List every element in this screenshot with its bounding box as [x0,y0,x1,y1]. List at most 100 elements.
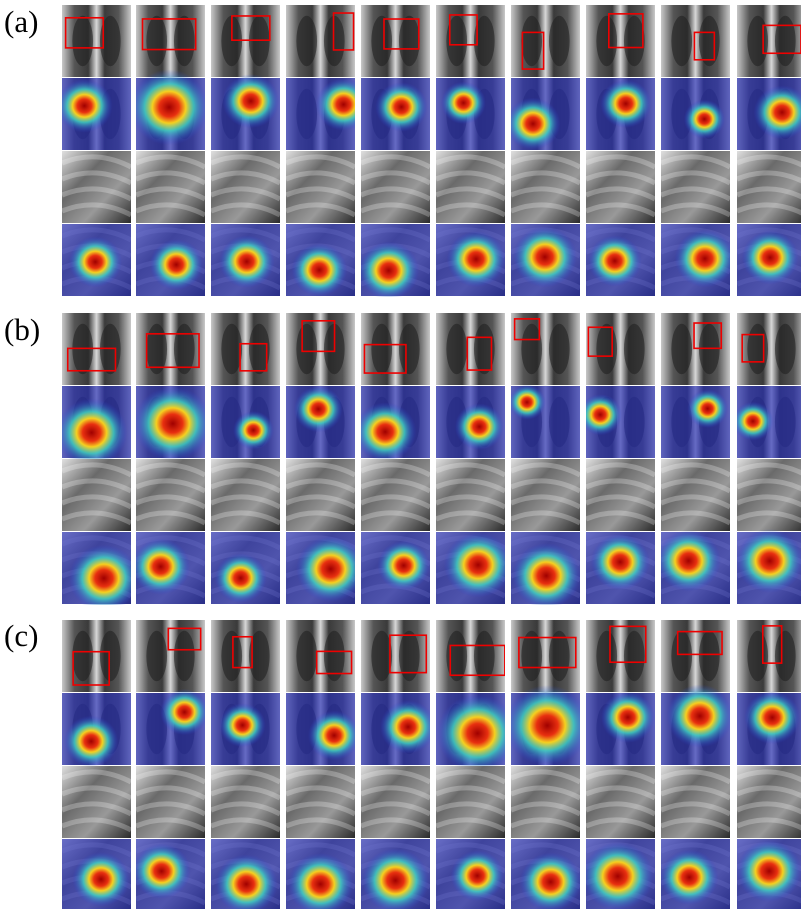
image-column [505,5,580,296]
lung-shadow [549,324,570,374]
xray-image [436,620,505,692]
lung-shadow [100,631,121,681]
heatmap-blob [131,539,190,595]
heatmap-blob [742,231,799,285]
image-column [354,313,430,604]
lung-shadow [371,16,392,66]
heatmap-blob [294,386,343,432]
lung-shadow [549,631,570,681]
heatmap-blob [687,389,728,428]
image-column [133,620,209,909]
heatmap-blob [660,850,718,905]
heatmap-blob [64,716,118,767]
lung-shadow [775,631,796,681]
heatmap-blob [375,82,427,132]
heatmap-blob [134,386,213,461]
xray-image [286,5,355,77]
heatmap-blob [736,529,801,593]
lung-shadow [671,16,692,66]
heatmap-blob [56,399,128,467]
lung-shadow [521,16,542,66]
lung-shadow [221,631,242,681]
heatmap-blob [444,532,513,597]
xray-image [286,313,355,385]
lung-shadow [446,324,467,374]
image-column [358,5,430,299]
image-column [361,620,436,909]
image-column [436,313,512,604]
heatmap-blob [588,235,642,286]
lung-shadow [371,631,392,681]
lung-shadow [399,631,420,681]
heatmap-blob [222,74,279,128]
lung-shadow [699,16,720,66]
xray-image [586,5,655,77]
xray-image [586,620,655,692]
heatmap-blob [291,244,347,297]
heatmap-blob [56,79,112,133]
image-column [660,620,733,909]
heatmap-blob [675,230,736,288]
heatmap-blob [601,692,655,743]
image-column [582,620,655,909]
heatmap-blob [579,394,622,435]
lung-shadow [596,16,617,66]
heatmap-blob [308,711,360,761]
lung-shadow [174,631,195,681]
figure: (a) (b) (c) [0,0,801,909]
lung-shadow [249,16,270,66]
lung-shadow [296,631,317,681]
image-column [129,5,209,296]
heatmap-blob [591,534,650,590]
heatmap-blob [513,227,577,288]
image-column [56,5,131,296]
image-column [286,313,365,604]
lung-shadow [146,16,167,66]
lung-shadow [747,631,768,681]
heatmap-blob [684,100,725,139]
heatmap-blob [505,685,590,766]
heatmap-blob [219,703,265,747]
heatmap-blob [667,684,734,747]
lung-shadow [671,631,692,681]
heatmap-blob [447,231,506,287]
lung-shadow [624,324,645,374]
xray-image [361,313,430,385]
lung-shadow [221,324,242,374]
image-column [737,5,801,296]
heatmap-blob [233,411,274,450]
xray-image [586,313,655,385]
heatmap-blob [455,403,504,450]
heatmap-blob [441,82,486,125]
heatmap-blob [354,402,416,461]
lung-shadow [747,324,768,374]
panel-label: (a) [4,4,38,39]
heatmap-blob [69,545,140,612]
lung-shadow [596,324,617,374]
heatmap-blob [451,850,505,901]
lung-shadow [671,324,692,374]
lung-shadow [296,16,317,66]
lung-shadow [521,631,542,681]
image-column [737,620,801,909]
xray-image [436,5,505,77]
image-column [56,313,139,612]
image-column [211,5,280,296]
heatmap-blob [296,536,365,602]
xray-image [436,313,505,385]
lung-shadow [174,16,195,66]
lung-shadow [296,324,317,374]
lung-shadow [775,16,796,66]
lung-shadow [474,631,495,681]
lung-shadow [596,631,617,681]
image-column [211,620,280,909]
lung-shadow [747,16,768,66]
lung-shadow [446,631,467,681]
heatmap-blob [72,852,129,906]
image-column [131,313,212,604]
lung-shadow [624,16,645,66]
lung-shadow [72,631,93,681]
heatmap-blob [129,69,209,145]
heatmap-blob [160,689,209,735]
heatmap-blob [744,691,800,744]
